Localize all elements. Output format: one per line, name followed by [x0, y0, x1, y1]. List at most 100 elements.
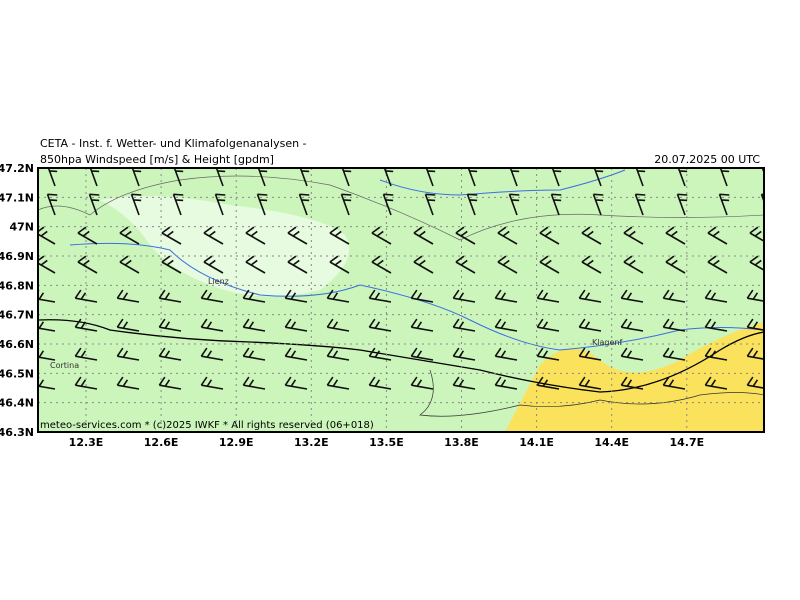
wind-barb	[116, 289, 140, 303]
barb-stroke	[329, 226, 350, 245]
wind-barb	[592, 193, 604, 216]
wind-barb	[38, 318, 56, 332]
wind-barb	[494, 289, 518, 303]
wind-barb	[326, 289, 350, 303]
barb-stroke	[287, 255, 308, 274]
barb-stroke	[665, 255, 686, 274]
barb-stroke	[536, 376, 560, 390]
wind-barb	[665, 255, 686, 274]
wind-barb	[536, 347, 560, 361]
barb-stroke	[74, 289, 98, 303]
barb-stroke	[161, 255, 182, 274]
wind-barb	[368, 376, 392, 390]
wind-barb	[38, 226, 56, 245]
barb-stroke	[326, 318, 350, 332]
barb-stroke	[578, 376, 602, 390]
barb-stroke	[704, 347, 728, 361]
lat-label: 46.6N	[0, 338, 34, 351]
barb-stroke	[536, 289, 560, 303]
barb-stroke	[536, 318, 560, 332]
barb-stroke	[203, 226, 224, 245]
wind-barb	[550, 193, 562, 216]
barb-stroke	[662, 289, 686, 303]
wind-barb	[119, 255, 140, 274]
footer: meteo-services.com * (c)2025 IWKF * All …	[40, 420, 374, 431]
barb-stroke	[158, 318, 182, 332]
barb-stroke	[707, 226, 728, 245]
barb-stroke	[329, 255, 350, 274]
barb-stroke	[46, 193, 58, 216]
wind-barb	[536, 289, 560, 303]
barb-stroke	[497, 255, 518, 274]
map-area	[38, 168, 764, 432]
barb-stroke	[74, 376, 98, 390]
wind-barb	[371, 226, 392, 245]
wind-barb	[718, 193, 730, 216]
barb-stroke	[74, 318, 98, 332]
wind-barb	[74, 347, 98, 361]
wind-barb	[746, 376, 764, 390]
barb-stroke	[452, 376, 476, 390]
barb-stroke	[38, 318, 56, 332]
lat-label: 46.8N	[0, 279, 34, 292]
lat-label: 46.4N	[0, 397, 34, 410]
barb-stroke	[634, 193, 646, 216]
barb-stroke	[620, 376, 644, 390]
wind-barb	[539, 226, 560, 245]
barb-stroke	[158, 347, 182, 361]
barb-stroke	[203, 255, 224, 274]
wind-barb	[634, 193, 646, 216]
wind-barb	[620, 347, 644, 361]
wind-barb	[413, 226, 434, 245]
place-label: Lienz	[208, 277, 229, 286]
barb-stroke	[497, 226, 518, 245]
lat-label: 46.3N	[0, 426, 34, 439]
barb-stroke	[326, 289, 350, 303]
barb-stroke	[455, 226, 476, 245]
wind-barb	[455, 226, 476, 245]
barb-stroke	[452, 289, 476, 303]
wind-barb	[578, 376, 602, 390]
barb-stroke	[242, 318, 266, 332]
wind-barb	[284, 318, 308, 332]
wind-barb	[466, 193, 478, 216]
lon-label: 12.6E	[144, 436, 179, 449]
wind-barb	[704, 376, 728, 390]
barb-stroke	[77, 255, 98, 274]
wind-barb	[539, 255, 560, 274]
barb-stroke	[116, 347, 140, 361]
barb-stroke	[413, 255, 434, 274]
barb-stroke	[746, 376, 764, 390]
barb-stroke	[452, 318, 476, 332]
wind-barb	[662, 318, 686, 332]
barb-stroke	[340, 193, 352, 216]
barb-stroke	[704, 318, 728, 332]
wind-barb	[620, 318, 644, 332]
lat-label: 46.7N	[0, 309, 34, 322]
wind-barb	[284, 347, 308, 361]
barb-stroke	[410, 318, 434, 332]
barb-stroke	[676, 193, 688, 216]
barb-stroke	[326, 347, 350, 361]
wind-barb	[410, 376, 434, 390]
wind-barb	[200, 318, 224, 332]
barb-stroke	[284, 376, 308, 390]
wind-barb	[746, 318, 764, 332]
place-label: Cortina	[50, 361, 79, 370]
wind-barb	[749, 255, 764, 274]
calm-region	[100, 196, 350, 297]
barb-stroke	[242, 376, 266, 390]
wind-barb	[413, 255, 434, 274]
lon-label: 14.1E	[519, 436, 554, 449]
barb-stroke	[158, 289, 182, 303]
lon-label: 12.9E	[219, 436, 254, 449]
lon-label: 14.7E	[669, 436, 704, 449]
wind-barb	[620, 376, 644, 390]
wind-barb	[74, 318, 98, 332]
lon-label: 14.4E	[594, 436, 629, 449]
barb-stroke	[662, 318, 686, 332]
wind-barb	[368, 289, 392, 303]
wind-barb	[326, 318, 350, 332]
border	[38, 319, 764, 393]
wind-barb	[38, 347, 56, 361]
